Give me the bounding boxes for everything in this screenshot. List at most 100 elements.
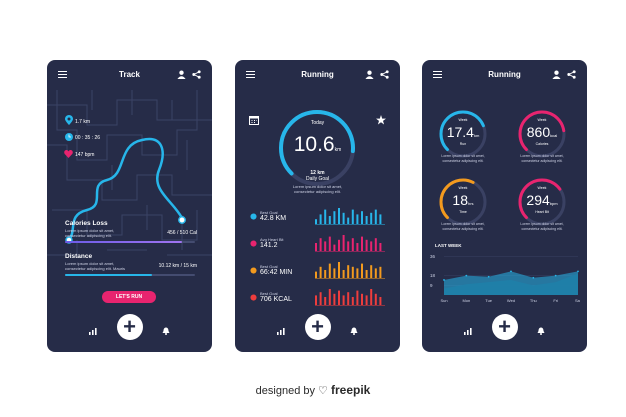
route-map[interactable]	[47, 90, 212, 265]
x-tick-label: Tue	[485, 298, 493, 303]
share-icon[interactable]	[567, 70, 576, 79]
gauge-name: Run	[459, 142, 467, 146]
metric-bar	[338, 208, 340, 224]
data-point	[577, 270, 579, 273]
user-icon[interactable]	[365, 70, 374, 79]
metric-bar	[333, 211, 336, 224]
metric-bar	[347, 217, 350, 224]
menu-icon[interactable]	[433, 71, 442, 78]
metric-bar	[328, 263, 331, 278]
track-screen: Track 1.7 km 00 : 35 : 26 147 bpm Calori…	[47, 60, 212, 352]
weekly-stats-screen: Running Week 17.4km Run Lorem ipsum dolor s…	[422, 60, 587, 352]
user-icon[interactable]	[177, 70, 186, 79]
star-icon[interactable]	[376, 115, 386, 125]
metric-bar	[347, 265, 350, 278]
brand-credit: designed by ♡ freepik	[255, 383, 371, 397]
bottom-nav: +	[235, 314, 400, 352]
screen-title: Running	[301, 70, 334, 79]
metric-bar	[319, 292, 322, 305]
distance-stat: 1.7 km	[75, 119, 91, 125]
metric-bar	[328, 236, 331, 251]
metric-bar	[324, 209, 327, 224]
lets-run-button[interactable]: LET'S RUN	[102, 291, 156, 303]
metric-bar	[374, 293, 377, 305]
chart-title: LAST WEEK	[435, 243, 462, 248]
calories-label: Calories Loss	[65, 220, 108, 227]
add-button[interactable]: +	[304, 314, 331, 340]
metric-bar	[379, 266, 382, 278]
bell-icon[interactable]	[350, 327, 358, 335]
gauge-name: Heart Bit	[535, 210, 549, 214]
share-icon[interactable]	[192, 70, 201, 79]
y-tick-label: 9	[430, 283, 433, 288]
metric-bar	[315, 219, 317, 224]
metric-bar	[351, 238, 354, 251]
metric-bar	[356, 290, 359, 305]
metric-bar-chart	[315, 235, 385, 252]
metric-bar	[351, 266, 354, 278]
metric-bar	[370, 289, 373, 305]
metric-bar	[342, 235, 345, 251]
gauge-desc: Lorem ipsum dolor sit amet, consectetur a…	[520, 154, 564, 163]
x-tick-label: Wed	[507, 298, 515, 303]
metric-bar	[328, 289, 331, 305]
heart-icon	[64, 150, 73, 158]
time-stat: 00 : 35 : 26	[75, 135, 101, 141]
daily-gauge	[279, 110, 355, 186]
metric-label: Best Goal	[260, 291, 278, 296]
metric-bar	[374, 238, 377, 251]
share-icon[interactable]	[380, 70, 389, 79]
metric-bar	[365, 295, 368, 305]
stats-icon[interactable]	[464, 328, 472, 335]
weekly-gauge-time	[439, 178, 487, 226]
data-point	[465, 274, 468, 277]
metric-bar	[333, 293, 336, 305]
calories-progress	[65, 241, 195, 243]
metric-bar	[347, 241, 350, 251]
route-end	[178, 216, 186, 224]
metric-bar	[370, 265, 373, 278]
gauge-desc: Lorem ipsum dolor sit amet, consectetur a…	[441, 222, 485, 231]
metric-label: Best Goal	[260, 210, 278, 215]
calories-value: 456 / 510 Cal	[167, 230, 197, 236]
distance-label: Distance	[65, 253, 93, 260]
y-tick-label: 36	[430, 254, 436, 259]
stats-icon[interactable]	[277, 328, 285, 335]
calendar-icon[interactable]	[249, 115, 259, 125]
gauge-name: Calories	[535, 142, 549, 146]
metric-bar	[319, 266, 322, 278]
app-header: Track	[47, 60, 212, 90]
metric-bar	[365, 239, 368, 251]
menu-icon[interactable]	[58, 71, 67, 78]
gauge-desc: Lorem ipsum dolor sit amet, consectetur a…	[520, 222, 564, 231]
stats-icon[interactable]	[89, 328, 97, 335]
user-icon[interactable]	[552, 70, 561, 79]
metric-bar	[370, 212, 373, 224]
gauge-period: Week	[537, 186, 547, 190]
metric-label: Best Goal	[260, 264, 278, 269]
metric-bar	[333, 268, 336, 278]
metric-bar	[365, 216, 368, 224]
bell-icon[interactable]	[537, 327, 545, 335]
gauge-period: Week	[537, 118, 547, 122]
metric-bar	[338, 290, 340, 305]
menu-icon[interactable]	[246, 71, 255, 78]
metric-bar	[315, 271, 317, 278]
gauge-label: Today	[310, 120, 325, 126]
metric-bar	[324, 241, 327, 251]
metric-bar	[342, 212, 345, 224]
heart-icon	[250, 240, 257, 247]
data-point	[554, 274, 557, 277]
metric-bar	[379, 243, 382, 251]
metric-bar	[342, 270, 345, 278]
bell-icon[interactable]	[162, 327, 170, 335]
weekly-gauge-heart-bit	[518, 178, 566, 226]
gauge-desc: Lorem ipsum dolor sit amet, consectetur a…	[441, 154, 485, 163]
add-button[interactable]: +	[491, 314, 518, 340]
clock-icon	[65, 133, 73, 141]
metric-bar	[374, 209, 377, 224]
metric-label: Avg Heart Bit	[260, 237, 284, 242]
metric-bar	[315, 243, 317, 251]
route-line	[67, 137, 184, 241]
add-button[interactable]: +	[116, 314, 143, 340]
